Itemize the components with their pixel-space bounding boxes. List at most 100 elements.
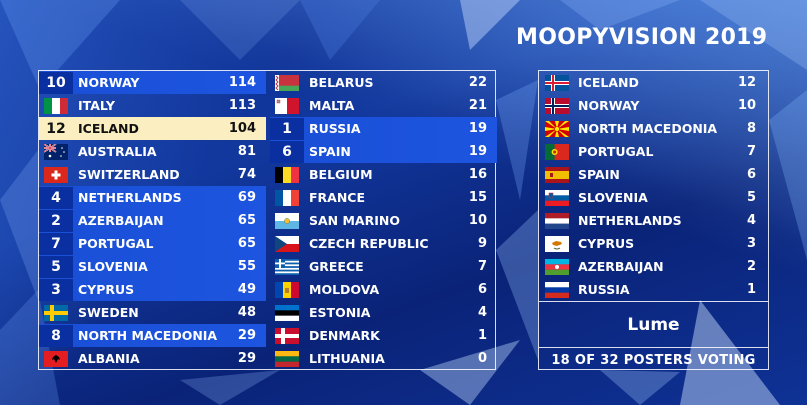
san-marino-flag-icon bbox=[270, 210, 304, 232]
scoreboard-row-albania: ALBANIA 29 bbox=[39, 347, 266, 370]
malta-flag-icon bbox=[270, 95, 304, 117]
scoreboard-row-netherlands: 4 NETHERLANDS 69 bbox=[39, 186, 266, 209]
vote-points: 6 bbox=[746, 167, 756, 182]
vote-country-name: PORTUGAL bbox=[578, 144, 654, 159]
country-name: MALTA bbox=[309, 98, 355, 113]
country-score: 22 bbox=[468, 75, 487, 90]
vote-row-cyprus: CYPRUS 3 bbox=[539, 232, 768, 255]
vote-country-name: NETHERLANDS bbox=[578, 213, 682, 228]
country-score: 4 bbox=[477, 305, 487, 320]
page-title: MOOPYVISION 2019 bbox=[516, 25, 768, 50]
country-score: 74 bbox=[237, 167, 256, 182]
country-score: 65 bbox=[237, 236, 256, 251]
voter-name: Lume bbox=[627, 314, 680, 335]
vote-points: 5 bbox=[746, 190, 756, 205]
vote-country-name: NORWAY bbox=[578, 98, 640, 113]
vote-points: 4 bbox=[746, 213, 756, 228]
points-badge: 2 bbox=[39, 209, 73, 232]
country-score: 69 bbox=[237, 190, 256, 205]
country-score: 29 bbox=[237, 351, 256, 366]
scoreboard-row-slovenia: 5 SLOVENIA 55 bbox=[39, 255, 266, 278]
scoreboard-row-estonia: ESTONIA 4 bbox=[270, 301, 497, 324]
vote-row-portugal: PORTUGAL 7 bbox=[539, 140, 768, 163]
vote-points: 3 bbox=[746, 236, 756, 251]
belarus-flag-icon bbox=[270, 72, 304, 94]
country-name: BELGIUM bbox=[309, 167, 373, 182]
country-score: 113 bbox=[228, 98, 256, 113]
scoreboard-row-italy: ITALY 113 bbox=[39, 94, 266, 117]
vote-country-name: SPAIN bbox=[578, 167, 620, 182]
netherlands-flag-icon bbox=[539, 210, 575, 232]
vote-row-slovenia: SLOVENIA 5 bbox=[539, 186, 768, 209]
country-score: 1 bbox=[477, 328, 487, 343]
scoreboard-row-moldova: MOLDOVA 6 bbox=[270, 278, 497, 301]
iceland-flag-icon bbox=[539, 72, 575, 94]
country-score: 19 bbox=[468, 144, 487, 159]
country-score: 0 bbox=[477, 351, 487, 366]
country-name: SLOVENIA bbox=[78, 259, 148, 274]
denmark-flag-icon bbox=[270, 325, 304, 347]
vote-row-azerbaijan: AZERBAIJAN 2 bbox=[539, 255, 768, 278]
vote-country-name: RUSSIA bbox=[578, 282, 630, 297]
scoreboard-row-sweden: SWEDEN 48 bbox=[39, 301, 266, 324]
divider bbox=[539, 301, 768, 302]
vote-points: 1 bbox=[746, 282, 756, 297]
vote-country-name: SLOVENIA bbox=[578, 190, 648, 205]
scoreboard-row-france: FRANCE 15 bbox=[270, 186, 497, 209]
country-name: AUSTRALIA bbox=[78, 144, 157, 159]
country-name: ESTONIA bbox=[309, 305, 371, 320]
australia-flag-icon bbox=[39, 141, 73, 163]
vote-row-netherlands: NETHERLANDS 4 bbox=[539, 209, 768, 232]
spain-flag-icon bbox=[539, 164, 575, 186]
belgium-flag-icon bbox=[270, 164, 304, 186]
switzerland-flag-icon bbox=[39, 164, 73, 186]
country-name: AZERBAIJAN bbox=[78, 213, 164, 228]
vote-row-north-macedonia: NORTH MACEDONIA 8 bbox=[539, 117, 768, 140]
points-badge: 1 bbox=[270, 117, 304, 140]
points-badge: 10 bbox=[39, 71, 73, 94]
country-name: NORTH MACEDONIA bbox=[78, 328, 218, 343]
scoreboard-row-portugal: 7 PORTUGAL 65 bbox=[39, 232, 266, 255]
scoreboard-row-czech-republic: CZECH REPUBLIC 9 bbox=[270, 232, 497, 255]
slovenia-flag-icon bbox=[539, 187, 575, 209]
points-badge: 5 bbox=[39, 255, 73, 278]
country-score: 10 bbox=[468, 213, 487, 228]
vote-country-name: NORTH MACEDONIA bbox=[578, 121, 718, 136]
scoreboard-row-denmark: DENMARK 1 bbox=[270, 324, 497, 347]
scoreboard-row-cyprus: 3 CYPRUS 49 bbox=[39, 278, 266, 301]
country-name: ITALY bbox=[78, 98, 115, 113]
lithuania-flag-icon bbox=[270, 348, 304, 370]
vote-points: 10 bbox=[738, 98, 757, 113]
points-badge: 8 bbox=[39, 324, 73, 347]
country-name: DENMARK bbox=[309, 328, 380, 343]
country-name: ICELAND bbox=[78, 121, 139, 136]
country-name: SAN MARINO bbox=[309, 213, 400, 228]
country-name: SPAIN bbox=[309, 144, 351, 159]
albania-flag-icon bbox=[39, 348, 73, 370]
portugal-flag-icon bbox=[539, 141, 575, 163]
scoreboard-row-spain: 6 SPAIN 19 bbox=[270, 140, 497, 163]
vote-country-name: ICELAND bbox=[578, 75, 639, 90]
country-name: PORTUGAL bbox=[78, 236, 154, 251]
scoreboard-row-belgium: BELGIUM 16 bbox=[270, 163, 497, 186]
points-badge: 12 bbox=[39, 117, 73, 140]
country-score: 9 bbox=[477, 236, 487, 251]
scoreboard-right-column: BELARUS 22 MALTA 21 1 RUSSIA 19 6 SPAIN 19 BELGIUM… bbox=[270, 71, 497, 370]
country-score: 21 bbox=[468, 98, 487, 113]
scoreboard-row-switzerland: SWITZERLAND 74 bbox=[39, 163, 266, 186]
country-name: BELARUS bbox=[309, 75, 374, 90]
estonia-flag-icon bbox=[270, 302, 304, 324]
scoreboard-row-malta: MALTA 21 bbox=[270, 94, 497, 117]
country-score: 15 bbox=[468, 190, 487, 205]
country-score: 16 bbox=[468, 167, 487, 182]
vote-country-name: AZERBAIJAN bbox=[578, 259, 664, 274]
scoreboard-row-belarus: BELARUS 22 bbox=[270, 71, 497, 94]
country-name: ALBANIA bbox=[78, 351, 140, 366]
scoreboard-row-australia: AUSTRALIA 81 bbox=[39, 140, 266, 163]
country-name: RUSSIA bbox=[309, 121, 361, 136]
country-name: FRANCE bbox=[309, 190, 366, 205]
vote-row-norway: NORWAY 10 bbox=[539, 94, 768, 117]
country-score: 49 bbox=[237, 282, 256, 297]
country-name: NORWAY bbox=[78, 75, 140, 90]
